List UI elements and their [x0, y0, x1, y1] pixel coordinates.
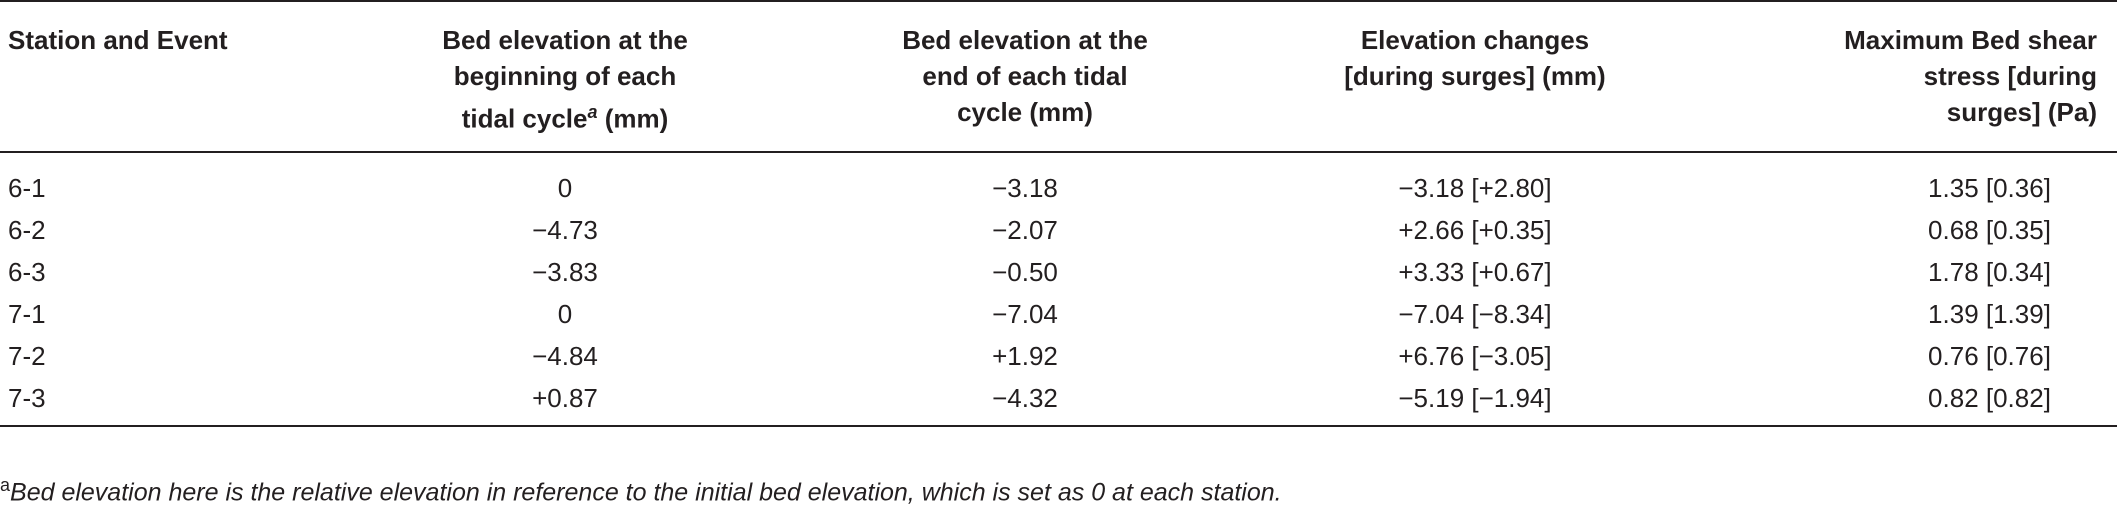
cell-station-event: 6-3 [8, 256, 46, 287]
header-text: cycle (mm) [957, 97, 1093, 127]
table-row: 6-2 −4.73 −2.07 +2.66 [+0.35] 0.68 [0.35… [0, 209, 2117, 251]
header-text: tidal cycle [461, 103, 588, 134]
cell-station-event: 7-1 [8, 298, 46, 329]
header-text: beginning of each [453, 61, 677, 91]
table-row: 6-3 −3.83 −0.50 +3.33 [+0.67] 1.78 [0.34… [0, 251, 2117, 293]
cell-elevation-changes: −7.04 [−8.34] [1398, 298, 1552, 329]
header-text: end of each tidal [922, 61, 1128, 91]
cell-bed-elevation-beginning: −3.83 [532, 256, 598, 287]
cell-elevation-changes: −3.18 [+2.80] [1398, 172, 1552, 203]
cell-elevation-changes: +2.66 [+0.35] [1398, 214, 1552, 245]
cell-bed-elevation-end: −2.07 [992, 214, 1058, 245]
header-text: Bed elevation at the [442, 25, 688, 55]
cell-bed-elevation-beginning: −4.84 [532, 340, 598, 371]
cell-max-shear-stress: 0.68 [0.35] [1928, 214, 2051, 245]
header-text: stress [during [1923, 61, 2097, 91]
header-bed-elevation-end: Bed elevation at the end of each tidal c… [800, 1, 1250, 153]
cell-elevation-changes: −5.19 [−1.94] [1398, 382, 1552, 413]
header-text: Elevation changes [1360, 25, 1590, 55]
table-body: 6-1 0 −3.18 −3.18 [+2.80] 1.35 [0.36] 6-… [0, 152, 2117, 426]
header-text: surges] (Pa) [1946, 97, 2097, 127]
cell-elevation-changes: +6.76 [−3.05] [1398, 340, 1552, 371]
cell-bed-elevation-end: −7.04 [992, 298, 1058, 329]
table-footnote: aBed elevation here is the relative elev… [0, 470, 1282, 507]
header-text: [during surges] (mm) [1344, 61, 1606, 91]
table-row: 7-2 −4.84 +1.92 +6.76 [−3.05] 0.76 [0.76… [0, 335, 2117, 377]
cell-station-event: 7-3 [8, 382, 46, 413]
cell-station-event: 6-2 [8, 214, 46, 245]
table-header: Station and Event Bed elevation at the b… [0, 1, 2117, 153]
footnote-marker: a [0, 475, 11, 495]
header-max-shear-stress: Maximum Bed shear stress [during surges]… [1700, 1, 2117, 153]
cell-max-shear-stress: 1.39 [1.39] [1928, 298, 2051, 329]
cell-max-shear-stress: 0.82 [0.82] [1928, 382, 2051, 413]
cell-bed-elevation-beginning: −4.73 [532, 214, 598, 245]
header-station-event: Station and Event [0, 1, 330, 153]
table-row: 7-1 0 −7.04 −7.04 [−8.34] 1.39 [1.39] [0, 293, 2117, 335]
cell-bed-elevation-end: +1.92 [992, 340, 1058, 371]
header-unit: (mm) [597, 103, 669, 134]
header-text: Station and Event [8, 25, 228, 55]
data-table: Station and Event Bed elevation at the b… [0, 1, 2117, 426]
cell-bed-elevation-beginning: 0 [557, 172, 573, 203]
table-row: 6-1 0 −3.18 −3.18 [+2.80] 1.35 [0.36] [0, 152, 2117, 209]
cell-max-shear-stress: 1.35 [0.36] [1928, 172, 2051, 203]
cell-bed-elevation-end: −4.32 [992, 382, 1058, 413]
cell-bed-elevation-beginning: 0 [557, 298, 573, 329]
header-bed-elevation-beginning: Bed elevation at the beginning of each t… [330, 1, 800, 153]
cell-max-shear-stress: 0.76 [0.76] [1928, 340, 2051, 371]
header-text: Maximum Bed shear [1844, 25, 2097, 55]
footnote-text: Bed elevation here is the relative eleva… [10, 478, 1282, 507]
cell-elevation-changes: +3.33 [+0.67] [1398, 256, 1552, 287]
cell-max-shear-stress: 1.78 [0.34] [1928, 256, 2051, 287]
footnote-marker: a [587, 102, 598, 122]
cell-bed-elevation-beginning: +0.87 [532, 382, 598, 413]
cell-bed-elevation-end: −3.18 [992, 172, 1058, 203]
header-elevation-changes: Elevation changes [during surges] (mm) [1250, 1, 1700, 153]
cell-station-event: 6-1 [8, 172, 46, 203]
cell-station-event: 7-2 [8, 340, 46, 371]
header-text: Bed elevation at the [902, 25, 1148, 55]
cell-bed-elevation-end: −0.50 [992, 256, 1058, 287]
table-row: 7-3 +0.87 −4.32 −5.19 [−1.94] 0.82 [0.82… [0, 377, 2117, 426]
